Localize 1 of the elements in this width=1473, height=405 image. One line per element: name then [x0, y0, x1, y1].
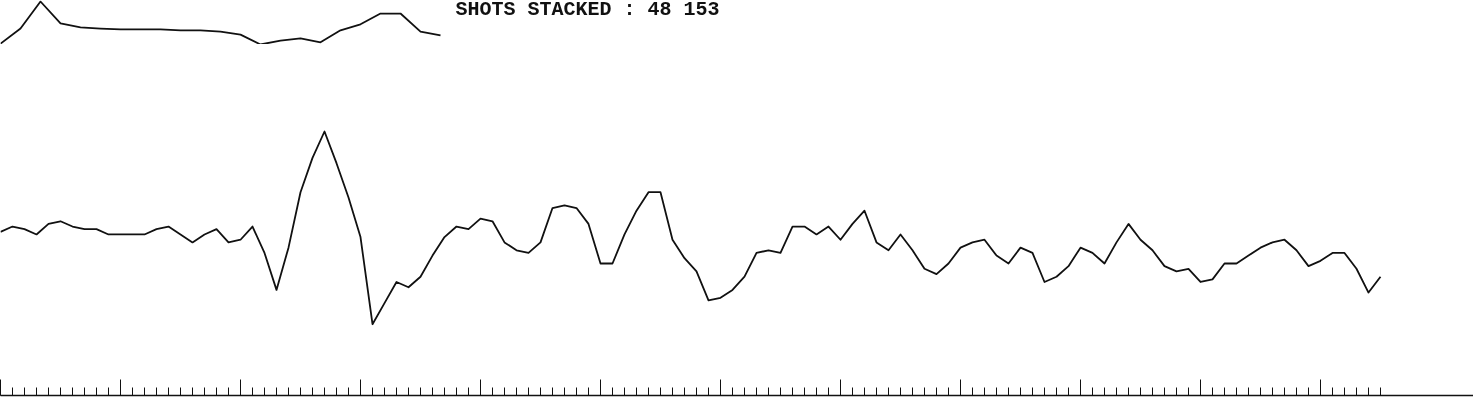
text: SHOTS STACKED : 48 153 [455, 0, 720, 21]
